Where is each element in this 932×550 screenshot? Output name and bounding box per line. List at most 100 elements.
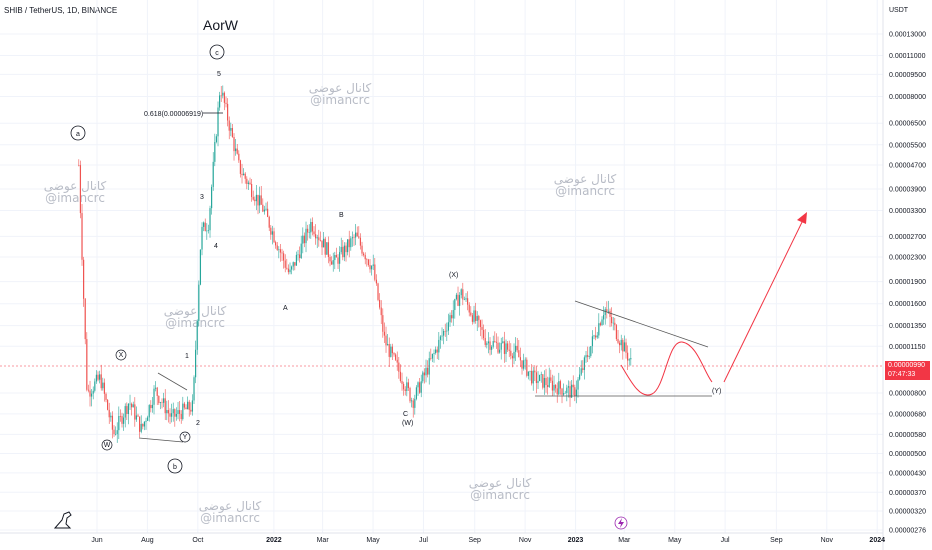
candle-body: [428, 358, 430, 375]
candle-body: [302, 235, 304, 244]
candle-body: [447, 322, 450, 331]
candle-body: [596, 335, 598, 338]
candle-body: [110, 415, 112, 418]
candle-body: [303, 235, 306, 244]
candle-body: [153, 388, 155, 405]
candle-body: [532, 370, 534, 384]
candle-body: [460, 289, 462, 296]
watermark-handle: @imancrc: [310, 93, 370, 107]
candle-body: [339, 252, 341, 264]
candle-body: [227, 103, 229, 121]
candle-body: [321, 240, 323, 248]
candle-body: [462, 289, 464, 300]
candle-body: [406, 382, 408, 391]
candle-body: [393, 353, 395, 355]
candle-body: [571, 384, 573, 398]
candle-body: [558, 381, 560, 395]
candle-body: [190, 409, 192, 412]
candle-body: [105, 393, 107, 400]
candle-body: [577, 379, 579, 390]
candle-body: [132, 404, 134, 408]
candle-body: [347, 239, 349, 253]
candle-body: [611, 316, 613, 324]
candle-body: [279, 249, 282, 253]
candle-body: [531, 370, 533, 384]
time-tick-label: Aug: [141, 537, 154, 544]
candle-body: [475, 310, 477, 321]
candle-body: [97, 374, 99, 380]
candle-body: [623, 342, 626, 352]
candle-body: [247, 182, 250, 184]
candle-body: [505, 343, 507, 354]
candle-body: [198, 284, 200, 322]
currency-label: USDT: [889, 7, 909, 14]
candle-body: [171, 413, 173, 417]
candle-body: [550, 377, 552, 381]
candle-body: [169, 413, 171, 417]
candle-body: [476, 316, 478, 321]
time-tick-label: 2022: [266, 537, 282, 544]
candle-body: [206, 230, 208, 232]
candle-body: [523, 360, 525, 369]
candle-body: [223, 92, 226, 103]
wave-W-label: (W): [402, 420, 413, 427]
circle-label-a: a: [76, 131, 80, 138]
candle-body: [548, 377, 550, 388]
lightning-icon: [618, 518, 624, 528]
candle-body: [521, 360, 523, 369]
candle-body: [534, 370, 536, 373]
candle-body: [342, 246, 344, 258]
candle-body: [148, 405, 150, 418]
candle-body: [187, 401, 189, 410]
candle-body: [351, 237, 354, 239]
candle-body: [207, 230, 210, 231]
candle-body: [503, 341, 506, 354]
chart-grid: [0, 0, 883, 533]
candle-body: [566, 387, 568, 393]
candle-body: [599, 323, 602, 326]
watermark-handle: @imancrc: [200, 511, 260, 525]
candle-body: [513, 351, 515, 359]
candle-body: [137, 415, 139, 417]
wxy-bottom-line: [138, 437, 184, 443]
candle-body: [603, 315, 605, 320]
price-tick-label: 0.00002700: [889, 234, 926, 241]
candle-body: [185, 407, 187, 410]
candlestick-series: [78, 85, 632, 443]
candle-body: [628, 359, 630, 361]
candle-body: [367, 259, 370, 266]
candle-body: [467, 298, 469, 305]
candle-body: [92, 390, 94, 394]
candle-body: [235, 148, 237, 152]
watermark-handle: @imancrc: [165, 316, 225, 330]
candle-body: [556, 388, 558, 395]
candle-body: [172, 409, 174, 414]
candle-body: [545, 377, 547, 386]
candle-body: [542, 374, 544, 388]
candle-body: [379, 299, 381, 308]
candle-body: [604, 309, 606, 316]
candle-body: [180, 413, 182, 420]
candle-body: [609, 310, 611, 317]
candle-body: [174, 409, 176, 417]
time-tick-label: Nov: [519, 537, 532, 544]
candle-body: [203, 222, 205, 227]
candle-body: [238, 153, 240, 161]
candle-body: [326, 242, 328, 255]
candle-body: [129, 403, 131, 405]
candle-body: [457, 294, 459, 306]
candle-body: [473, 310, 475, 322]
watermark-handle: @imancrc: [470, 488, 530, 502]
wave-2-label: 2: [196, 420, 200, 427]
candle-body: [340, 246, 342, 253]
price-tick-label: 0.00004700: [889, 162, 926, 169]
candle-body: [337, 257, 339, 264]
time-tick-label: Mar: [618, 537, 631, 544]
candle-body: [452, 310, 454, 319]
candle-body: [163, 398, 165, 403]
candle-body: [292, 262, 294, 267]
candle-body: [183, 403, 186, 408]
candle-body: [307, 228, 309, 233]
candle-body: [327, 242, 330, 257]
